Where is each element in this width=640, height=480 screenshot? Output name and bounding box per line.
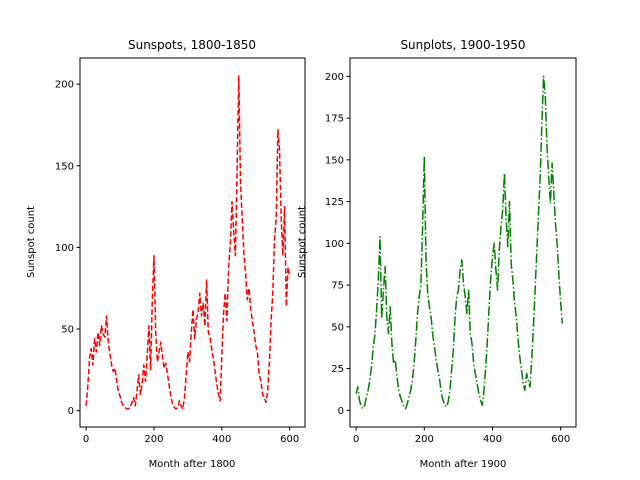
left-chart-axes-frame bbox=[79, 57, 306, 428]
left-chart-x-tick-label: 200 bbox=[144, 434, 163, 445]
left-chart-y-tick-label: 100 bbox=[55, 243, 74, 254]
left-chart-x-axis-label: Month after 1800 bbox=[149, 459, 236, 470]
right-chart-x-tick-label: 0 bbox=[353, 434, 359, 445]
left-chart-x-tick-label: 0 bbox=[83, 434, 89, 445]
right-chart-x-tick-label: 600 bbox=[551, 434, 570, 445]
right-chart-x-ticks: 0 200 400 600 bbox=[353, 427, 570, 445]
left-chart-y-tick-label: 150 bbox=[55, 161, 74, 172]
right-chart-y-tick-label: 0 bbox=[338, 406, 344, 417]
left-chart-y-ticks: 0 50 100 150 200 bbox=[55, 80, 80, 417]
right-chart-y-tick-label: 25 bbox=[331, 364, 344, 375]
right-chart-y-axis-label: Sunspot count bbox=[297, 206, 308, 278]
left-chart-marks bbox=[85, 75, 291, 410]
right-chart-x-tick-label: 400 bbox=[483, 434, 502, 445]
left-chart-x-tick-label: 600 bbox=[280, 434, 299, 445]
right-chart-axes-frame bbox=[349, 57, 577, 428]
right-chart-title: Sunplots, 1900-1950 bbox=[400, 38, 525, 52]
right-chart-y-tick-label: 125 bbox=[325, 197, 344, 208]
left-chart-series-line-0 bbox=[85, 75, 291, 410]
right-chart-y-tick-label: 175 bbox=[325, 114, 344, 125]
right-chart-y-tick-label: 50 bbox=[331, 322, 344, 333]
left-chart-x-ticks: 0 200 400 600 bbox=[83, 427, 299, 445]
left-chart-y-axis-label: Sunspot count bbox=[26, 206, 37, 278]
left-chart-y-tick-label: 200 bbox=[55, 80, 74, 91]
left-chart-y-tick-label: 0 bbox=[68, 406, 74, 417]
right-chart-series-line-0 bbox=[355, 75, 564, 410]
left-chart-x-tick-label: 400 bbox=[212, 434, 231, 445]
right-chart-x-axis-label: Month after 1900 bbox=[420, 459, 507, 470]
right-chart-panel: Sunplots, 1900-1950 0 200 400 600 0 25 50 75 10… bbox=[297, 38, 577, 470]
right-chart-y-tick-label: 200 bbox=[325, 72, 344, 83]
right-chart-y-ticks: 0 25 50 75 100 125 150 175 200 bbox=[325, 72, 350, 417]
left-chart-panel: Sunspots, 1800-1850 0 200 400 600 0 50 100 150… bbox=[26, 38, 306, 470]
right-chart-x-tick-label: 200 bbox=[415, 434, 434, 445]
left-chart-title: Sunspots, 1800-1850 bbox=[128, 38, 256, 52]
right-chart-y-tick-label: 75 bbox=[331, 281, 344, 292]
right-chart-y-tick-label: 150 bbox=[325, 155, 344, 166]
right-chart-marks bbox=[355, 75, 564, 410]
left-chart-y-tick-label: 50 bbox=[61, 325, 74, 336]
right-chart-y-tick-label: 100 bbox=[325, 239, 344, 250]
